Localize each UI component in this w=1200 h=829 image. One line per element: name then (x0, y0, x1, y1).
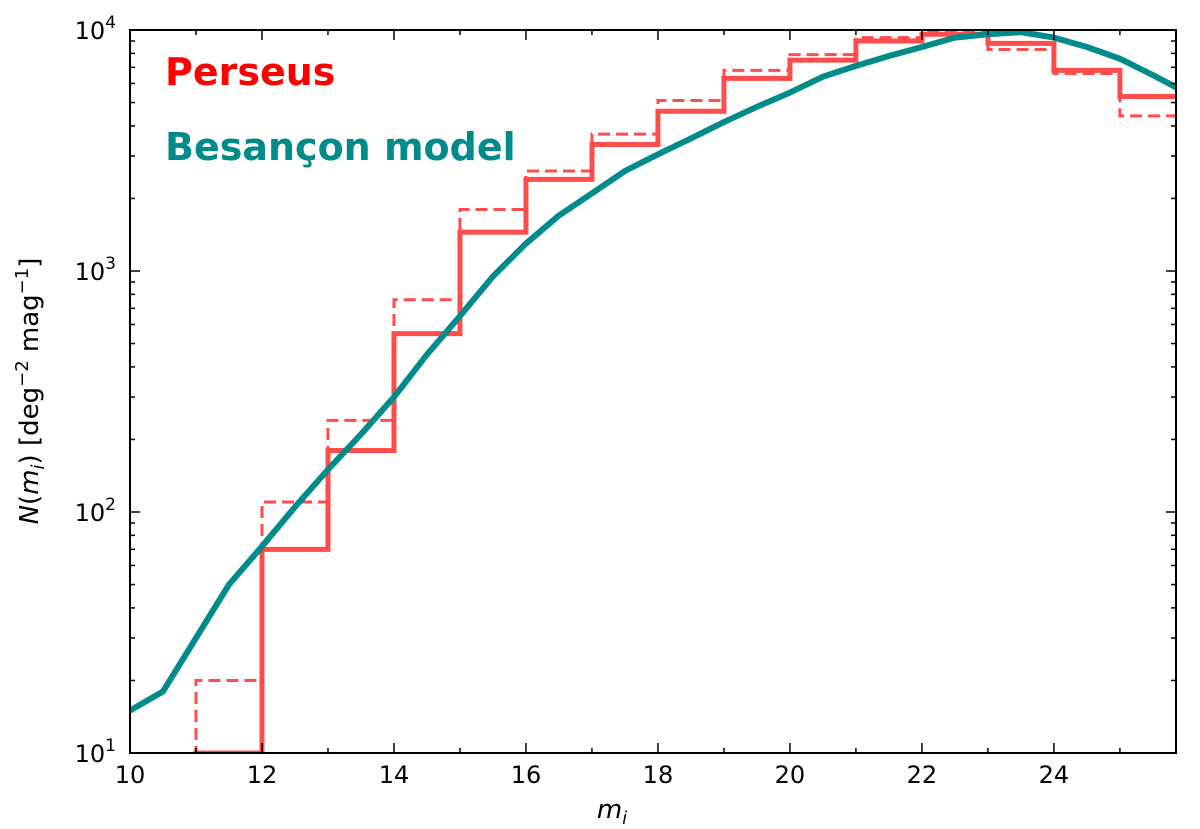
legend-besancon-model: Besançon model (165, 125, 516, 169)
x-tick-label: 24 (1039, 761, 1070, 789)
legend-perseus: Perseus (165, 50, 335, 94)
y-axis-label: N(mi) [deg−2 mag−1] (12, 258, 49, 525)
x-tick-label: 16 (511, 761, 542, 789)
series-0-step-solid (193, 31, 1176, 753)
plot-frame (129, 29, 1177, 754)
y-tick-label: 101 (75, 736, 116, 768)
series-2-line (130, 30, 1176, 714)
x-tick-label: 22 (907, 761, 938, 789)
series-1-step-dashed (194, 30, 1176, 753)
y-tick-label: 102 (75, 495, 116, 527)
x-tick-label: 14 (379, 761, 410, 789)
y-tick-label: 103 (75, 254, 116, 286)
x-tick-label: 18 (643, 761, 674, 789)
x-tick-label: 10 (115, 761, 146, 789)
y-tick-label: 104 (75, 13, 116, 45)
x-tick-label: 20 (775, 761, 806, 789)
x-tick-label: 12 (247, 761, 278, 789)
x-axis-label: mi (597, 795, 627, 829)
